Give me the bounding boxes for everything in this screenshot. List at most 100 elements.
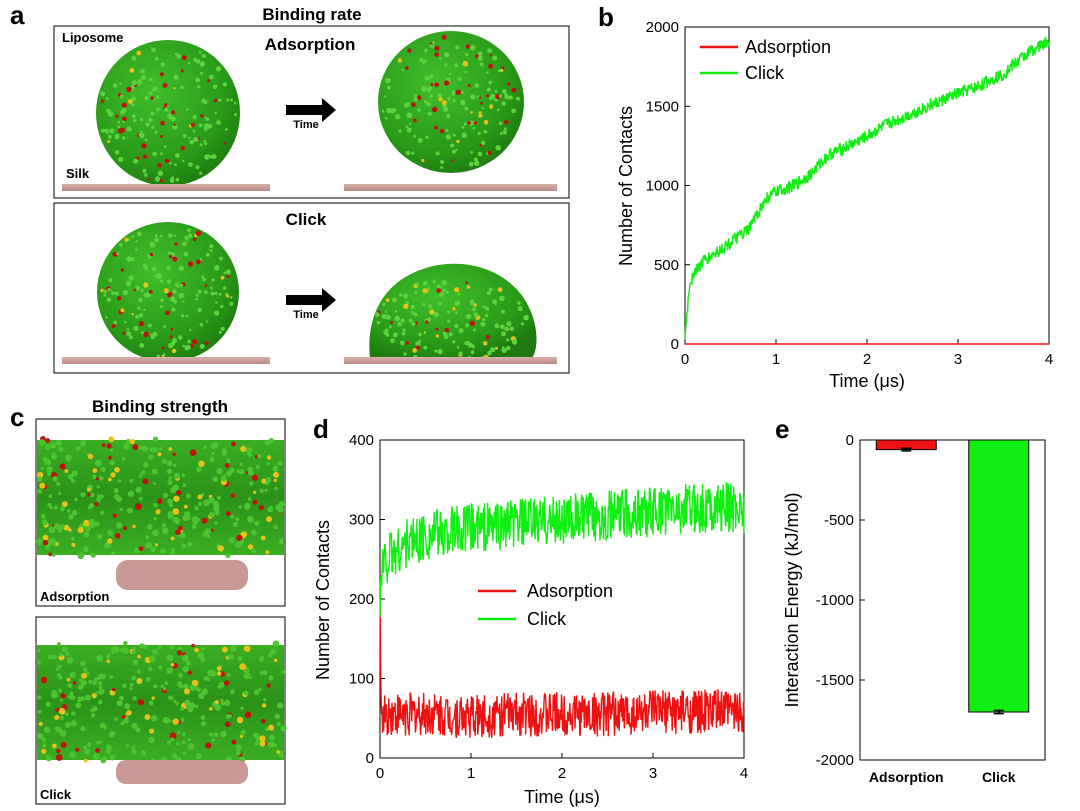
- lipid-speck: [57, 688, 63, 693]
- lipid-speck: [203, 499, 210, 507]
- lipid-speck: [154, 234, 158, 238]
- lipid-speck: [454, 311, 458, 315]
- lipid-speck: [164, 103, 168, 107]
- lipid-speck: [161, 527, 169, 535]
- lipid-speck: [182, 241, 188, 247]
- lipid-speck: [180, 314, 185, 318]
- lipid-speck: [182, 159, 185, 163]
- lipid-speck: [145, 535, 150, 540]
- lipid-speck: [247, 466, 254, 473]
- lipid-speck: [135, 285, 141, 291]
- lipid-speck: [136, 50, 142, 56]
- lipid-speck: [69, 671, 76, 679]
- lipid-speck: [194, 685, 200, 691]
- lipid-speck: [178, 265, 185, 272]
- lipid-speck: [506, 345, 511, 350]
- lipid-speck: [131, 312, 134, 316]
- lipid-speck: [159, 72, 164, 77]
- lipid-speck: [41, 519, 48, 526]
- lipid-speck: [203, 139, 206, 143]
- lipid-speck: [483, 129, 488, 134]
- lipid-speck: [495, 346, 498, 350]
- lipid-speck: [413, 134, 417, 138]
- lipid-speck: [105, 744, 112, 751]
- lipid-speck: [206, 677, 211, 682]
- lipid-speck: [483, 341, 488, 346]
- lipid-speck: [140, 69, 145, 74]
- lipid-speck: [185, 515, 190, 521]
- lipid-speck: [117, 125, 121, 129]
- lipid-speck: [449, 143, 455, 148]
- lipid-speck: [465, 313, 472, 320]
- lipid-speck: [258, 505, 264, 511]
- lipid-speck: [169, 732, 177, 740]
- lipid-speck: [273, 478, 277, 482]
- lipid-speck: [184, 699, 191, 706]
- lipid-speck: [220, 326, 225, 331]
- lipid-speck: [47, 471, 52, 476]
- lipid-speck: [222, 646, 228, 653]
- lipid-speck: [48, 494, 53, 499]
- lipid-speck: [441, 34, 447, 40]
- lipid-speck: [498, 121, 503, 126]
- lipid-speck: [80, 492, 86, 498]
- lipid-speck: [259, 671, 264, 675]
- lipid-speck: [214, 111, 217, 115]
- lipid-speck: [98, 681, 103, 686]
- lipid-speck: [119, 695, 124, 701]
- lipid-speck: [58, 446, 64, 452]
- lipid-speck: [152, 529, 159, 536]
- lipid-speck: [195, 230, 201, 236]
- lipid-speck: [481, 107, 485, 110]
- lipid-speck: [182, 300, 185, 303]
- lipid-speck: [75, 702, 82, 709]
- lipid-speck: [170, 536, 175, 541]
- lipid-speck: [89, 492, 95, 498]
- lipid-speck: [247, 452, 252, 458]
- lipid-speck: [473, 303, 477, 307]
- lipid-speck: [205, 252, 210, 257]
- lipid-speck: [259, 656, 265, 662]
- lipid-speck: [114, 717, 118, 721]
- lipid-speck: [230, 645, 237, 652]
- lipid-speck: [51, 453, 58, 460]
- lipid-speck: [408, 318, 413, 323]
- lipid-speck: [157, 452, 162, 457]
- lipid-speck: [52, 553, 56, 557]
- lipid-speck: [454, 63, 459, 68]
- lipid-speck: [472, 126, 476, 130]
- lipid-speck: [122, 120, 125, 124]
- lipid-speck: [244, 502, 251, 510]
- lipid-speck: [181, 740, 186, 745]
- lipid-speck: [145, 122, 150, 127]
- lipid-speck: [240, 706, 244, 711]
- lipid-speck: [90, 713, 96, 718]
- lipid-speck: [186, 345, 191, 350]
- lipid-speck: [129, 687, 133, 691]
- lipid-speck: [500, 324, 505, 330]
- lipid-speck: [187, 61, 191, 65]
- lipid-speck: [126, 256, 132, 262]
- lipid-speck: [156, 273, 162, 279]
- lipid-speck: [140, 289, 144, 293]
- lipid-speck: [114, 467, 120, 473]
- lipid-speck: [116, 700, 123, 707]
- lipid-speck: [59, 652, 63, 657]
- lipid-speck: [253, 490, 257, 494]
- lipid-speck: [127, 490, 135, 497]
- lipid-speck: [405, 150, 411, 156]
- lipid-speck: [149, 728, 155, 734]
- lipid-speck: [181, 473, 186, 478]
- lipid-speck: [233, 101, 237, 105]
- lipid-speck: [142, 154, 148, 159]
- lipid-speck: [133, 325, 139, 331]
- lipid-speck: [203, 123, 210, 129]
- lipid-speck: [112, 251, 118, 257]
- lipid-speck: [264, 488, 268, 492]
- lipid-speck: [399, 340, 405, 346]
- lipid-speck: [108, 455, 112, 460]
- lipid-speck: [499, 94, 502, 98]
- lipid-speck: [425, 75, 431, 81]
- lipid-speck: [148, 454, 154, 460]
- lipid-speck: [37, 709, 42, 714]
